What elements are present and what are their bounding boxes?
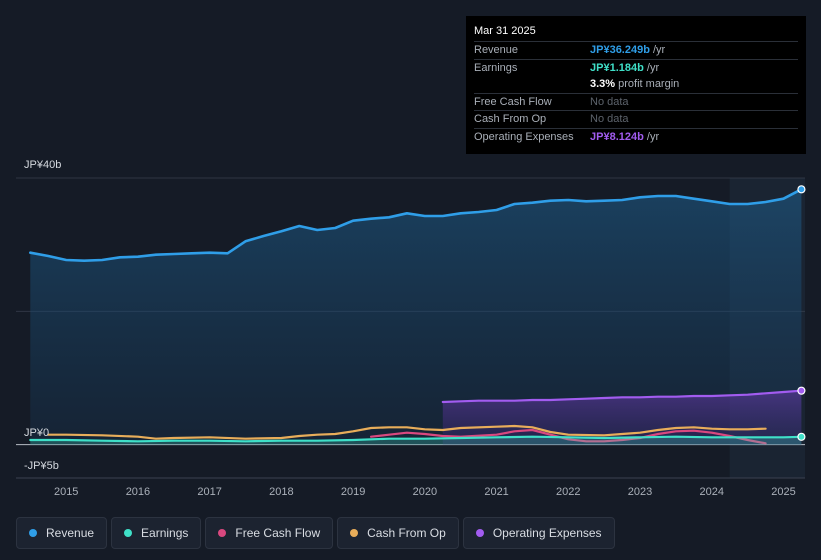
tooltip-row-operating-expenses: Operating Expenses JP¥8.124b /yr [474, 127, 798, 146]
series-endpoint-earnings [797, 432, 806, 441]
tooltip-value: No data [590, 95, 629, 108]
tooltip-row-free-cash-flow: Free Cash Flow No data [474, 92, 798, 111]
series-line-earnings [29, 435, 803, 443]
series-line-free-cash-flow [370, 428, 767, 445]
tooltip-value: No data [590, 113, 629, 125]
y-axis-bottom-label: -JP¥5b [24, 460, 59, 472]
data-tooltip: Mar 31 2025 Revenue JP¥36.249b /yr Earni… [466, 16, 806, 154]
legend-label: Cash From Op [367, 526, 446, 540]
x-tick-label: 2020 [413, 486, 437, 498]
tooltip-row-earnings: Earnings JP¥1.184b /yr [474, 58, 798, 77]
legend-dot-icon [218, 529, 227, 537]
tooltip-unit: /yr [646, 61, 660, 74]
series-line-cash-from-op [47, 424, 767, 440]
chart-canvas: 2015 2016 2017 2018 2019 2020 2021 2022 2023 2024… [16, 177, 806, 498]
tooltip-label [474, 76, 590, 93]
x-tick-label: 2017 [197, 486, 221, 498]
tooltip-label: Earnings [474, 61, 518, 74]
tooltip-unit: /yr [653, 44, 666, 56]
legend-label: Earnings [141, 526, 189, 540]
tooltip-date: Mar 31 2025 [474, 25, 536, 37]
tooltip-label: Free Cash Flow [474, 95, 552, 108]
legend-dot-icon [29, 529, 37, 537]
series-endpoint-revenue [797, 185, 806, 194]
legend-dot-icon [350, 529, 359, 537]
tooltip-label: Operating Expenses [474, 130, 574, 143]
x-tick-label: 2019 [341, 486, 365, 498]
y-axis-zero-label: JP¥0 [24, 427, 50, 439]
series-endpoint-operating-expenses [797, 386, 806, 395]
x-tick-label: 2023 [628, 486, 652, 498]
x-tick-label: 2021 [484, 486, 508, 498]
legend-dot-icon [475, 529, 484, 537]
chart-legend: Revenue Earnings Free Cash Flow Cash Fro… [16, 517, 619, 549]
legend-free-cash-flow[interactable]: Free Cash Flow [205, 517, 334, 549]
legend-dot-icon [124, 529, 133, 537]
series-group [29, 185, 806, 445]
series-area-revenue [30, 189, 802, 445]
legend-operating-expenses[interactable]: Operating Expenses [462, 517, 615, 549]
legend-label: Free Cash Flow [235, 526, 321, 540]
x-tick-label: 2022 [556, 486, 580, 498]
tooltip-row-margin: 3.3% profit margin [474, 76, 798, 93]
tooltip-unit: /yr [646, 130, 660, 143]
legend-label: Revenue [46, 526, 95, 540]
tooltip-label: Revenue [474, 44, 519, 56]
tooltip-value: JP¥36.249b [590, 44, 650, 56]
legend-revenue[interactable]: Revenue [16, 517, 108, 549]
x-tick-label: 2018 [269, 486, 293, 498]
tooltip-row-revenue: Revenue JP¥36.249b /yr [474, 41, 798, 59]
series-line-revenue [29, 188, 803, 262]
legend-earnings[interactable]: Earnings [111, 517, 202, 549]
x-tick-label: 2015 [54, 486, 78, 498]
x-tick-label: 2016 [126, 486, 150, 498]
x-tick-label: 2025 [771, 486, 795, 498]
y-axis-top-label: JP¥40b [24, 159, 62, 171]
tooltip-value: JP¥8.124b [590, 130, 644, 143]
tooltip-value: JP¥1.184b [590, 61, 644, 74]
tooltip-unit: profit margin [618, 78, 680, 90]
tooltip-label: Cash From Op [474, 113, 547, 125]
legend-cash-from-op[interactable]: Cash From Op [337, 517, 459, 549]
tooltip-row-cash-from-op: Cash From Op No data [474, 110, 798, 128]
series-area-operating-expenses [442, 390, 802, 445]
tooltip-value: 3.3% [590, 78, 616, 90]
x-tick-label: 2024 [700, 486, 724, 498]
series-line-operating-expenses [441, 389, 803, 404]
x-axis: 2015 2016 2017 2018 2019 2020 2021 2022 2023 2024… [54, 486, 796, 498]
legend-label: Operating Expenses [492, 526, 602, 540]
